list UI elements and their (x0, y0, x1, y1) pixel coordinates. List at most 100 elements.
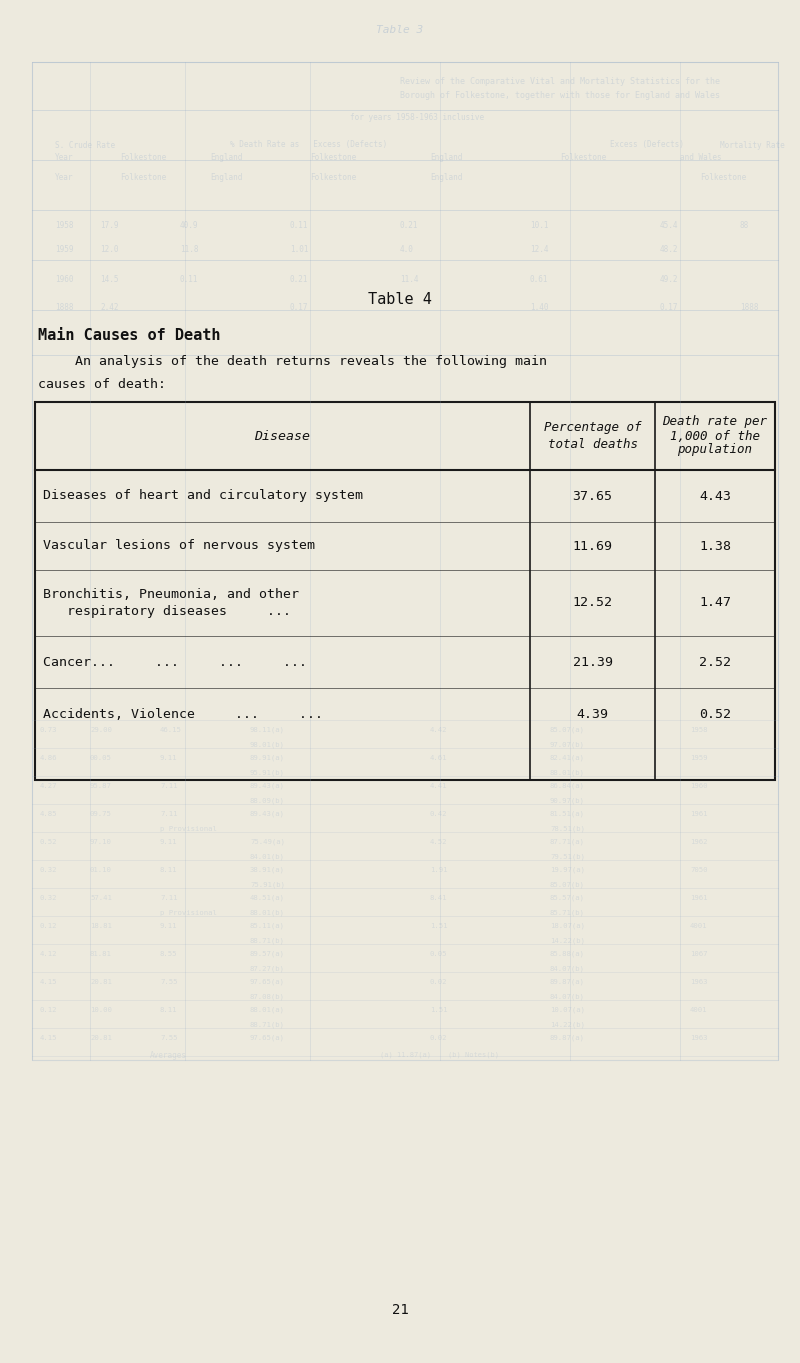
Text: 1.91: 1.91 (430, 867, 447, 872)
Text: 4001: 4001 (690, 1007, 707, 1013)
Text: 17.9: 17.9 (100, 221, 118, 229)
Text: 18.81: 18.81 (90, 923, 112, 930)
Text: 95.91(b): 95.91(b) (250, 770, 285, 777)
Text: 1958: 1958 (55, 221, 74, 229)
Text: 57.41: 57.41 (90, 895, 112, 901)
Text: 88.71(b): 88.71(b) (250, 938, 285, 945)
Text: Percentage of: Percentage of (544, 421, 642, 435)
Text: 87.71(a): 87.71(a) (550, 838, 585, 845)
Text: 0.12: 0.12 (40, 923, 58, 930)
Text: 97.07(b): 97.07(b) (550, 741, 585, 748)
Text: 0.52: 0.52 (40, 840, 58, 845)
Text: 7.11: 7.11 (160, 895, 178, 901)
Text: Death rate per: Death rate per (662, 416, 767, 428)
Text: 75.91(b): 75.91(b) (250, 882, 285, 889)
Text: 1067: 1067 (690, 951, 707, 957)
Text: 0.42: 0.42 (430, 811, 447, 816)
Bar (32, 61, 778, 1060)
Text: 1.01: 1.01 (290, 245, 309, 255)
Text: 11.4: 11.4 (400, 275, 418, 285)
Text: 88: 88 (740, 221, 750, 229)
Text: total deaths: total deaths (547, 438, 638, 451)
Text: 21.39: 21.39 (573, 656, 613, 668)
Text: 1962: 1962 (690, 840, 707, 845)
Text: 1.40: 1.40 (530, 304, 549, 312)
Text: Table 3: Table 3 (376, 25, 424, 35)
Text: 0.32: 0.32 (40, 895, 58, 901)
Text: 48.51(a): 48.51(a) (250, 894, 285, 901)
Text: 97.65(a): 97.65(a) (250, 979, 285, 985)
Text: 8.55: 8.55 (160, 951, 178, 957)
Text: Folkestone: Folkestone (310, 173, 356, 183)
Text: 4.27: 4.27 (40, 782, 58, 789)
Text: 38.91(a): 38.91(a) (250, 867, 285, 874)
Text: 1960: 1960 (690, 782, 707, 789)
Text: Table 4: Table 4 (368, 293, 432, 308)
Text: 82.41(a): 82.41(a) (550, 755, 585, 762)
Text: 0.21: 0.21 (290, 275, 309, 285)
Text: 81.81: 81.81 (90, 951, 112, 957)
Text: 1961: 1961 (690, 895, 707, 901)
Text: Disease: Disease (254, 429, 310, 443)
Text: 10.00: 10.00 (90, 1007, 112, 1013)
Text: Borough of Folkestone, together with those for England and Wales: Borough of Folkestone, together with tho… (400, 91, 720, 101)
Text: 84.07(b): 84.07(b) (550, 966, 585, 972)
Text: 88.01(b): 88.01(b) (250, 909, 285, 916)
Text: 2.42: 2.42 (100, 304, 118, 312)
Text: 89.57(a): 89.57(a) (250, 951, 285, 957)
Text: 12.4: 12.4 (530, 245, 549, 255)
Text: Folkestone: Folkestone (310, 154, 356, 162)
Text: 4.15: 4.15 (40, 979, 58, 985)
Text: 89.91(a): 89.91(a) (250, 755, 285, 762)
Text: 14.22(b): 14.22(b) (550, 938, 585, 945)
Text: 1958: 1958 (690, 726, 707, 733)
Text: 1.47: 1.47 (699, 597, 731, 609)
Text: 12.52: 12.52 (573, 597, 613, 609)
Text: 0.12: 0.12 (40, 1007, 58, 1013)
Text: 45.4: 45.4 (660, 221, 678, 229)
Text: 8.41: 8.41 (430, 895, 447, 901)
Text: 0.73: 0.73 (40, 726, 58, 733)
Text: 1959: 1959 (690, 755, 707, 761)
Text: 1888: 1888 (740, 304, 758, 312)
Text: 8.11: 8.11 (160, 867, 178, 872)
Text: 20.81: 20.81 (90, 979, 112, 985)
Text: 1,000 of the: 1,000 of the (670, 429, 760, 443)
Text: 4.43: 4.43 (699, 489, 731, 503)
Text: 49.2: 49.2 (660, 275, 678, 285)
Text: 0.05: 0.05 (430, 951, 447, 957)
Text: Vascular lesions of nervous system: Vascular lesions of nervous system (43, 540, 315, 552)
Text: 21: 21 (392, 1303, 408, 1317)
Text: 1960: 1960 (55, 275, 74, 285)
Text: 29.00: 29.00 (90, 726, 112, 733)
Text: 48.2: 48.2 (660, 245, 678, 255)
Text: 87.27(b): 87.27(b) (250, 966, 285, 972)
Text: Accidents, Violence     ...     ...: Accidents, Violence ... ... (43, 707, 323, 721)
Text: 0.02: 0.02 (430, 979, 447, 985)
Text: 9.11: 9.11 (160, 840, 178, 845)
Text: 4.86: 4.86 (40, 755, 58, 761)
Text: 1961: 1961 (690, 811, 707, 816)
Text: Averages: Averages (150, 1051, 187, 1059)
Text: Cancer...     ...     ...     ...: Cancer... ... ... ... (43, 656, 307, 668)
Text: Review of the Comparative Vital and Mortality Statistics for the: Review of the Comparative Vital and Mort… (400, 78, 720, 86)
Text: 97.65(a): 97.65(a) (250, 1035, 285, 1041)
Text: 9.11: 9.11 (160, 923, 178, 930)
Text: 10.07(a): 10.07(a) (550, 1007, 585, 1013)
Text: 1963: 1963 (690, 1035, 707, 1041)
Text: 11.8: 11.8 (180, 245, 198, 255)
Text: 18.07(a): 18.07(a) (550, 923, 585, 930)
Text: Folkestone: Folkestone (700, 173, 746, 183)
Text: population: population (678, 443, 753, 457)
Text: 85.07(a): 85.07(a) (550, 726, 585, 733)
Text: 4.12: 4.12 (40, 951, 58, 957)
Text: 88.01(b): 88.01(b) (550, 770, 585, 777)
Text: Folkestone: Folkestone (560, 154, 606, 162)
Text: 4.42: 4.42 (430, 726, 447, 733)
Text: Bronchitis, Pneumonia, and other: Bronchitis, Pneumonia, and other (43, 587, 299, 601)
Text: p Provisional: p Provisional (160, 910, 217, 916)
Text: 4.52: 4.52 (430, 840, 447, 845)
Text: 86.84(a): 86.84(a) (550, 782, 585, 789)
Text: Year: Year (55, 173, 74, 183)
Text: 0.32: 0.32 (40, 867, 58, 872)
